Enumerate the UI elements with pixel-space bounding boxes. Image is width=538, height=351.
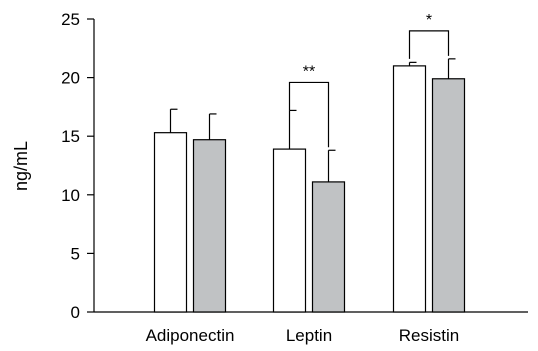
bars <box>153 65 466 313</box>
y-axis-label: ng/mL <box>11 141 31 191</box>
y-tick-label: 25 <box>61 10 80 29</box>
error-bars <box>169 58 456 182</box>
significance-label: * <box>426 12 432 29</box>
y-tick-label: 0 <box>71 303 80 322</box>
significance-bracket <box>408 30 450 59</box>
bar <box>392 65 427 313</box>
bar <box>153 132 188 313</box>
y-tick-label: 10 <box>61 186 80 205</box>
x-category-label: Leptin <box>286 326 332 345</box>
bar <box>192 139 227 313</box>
x-axis: Adiponectin Leptin Resistin <box>94 311 528 345</box>
y-tick-label: 20 <box>61 69 80 88</box>
y-tick-label: 15 <box>61 127 80 146</box>
y-tick-label: 5 <box>71 244 80 263</box>
significance-label: ** <box>303 63 315 80</box>
x-category-label: Adiponectin <box>146 326 235 345</box>
significance-brackets: *** <box>288 12 450 148</box>
significance-bracket <box>288 81 330 148</box>
x-category-label: Resistin <box>399 326 459 345</box>
y-axis: 0 5 10 15 20 25 <box>61 10 95 322</box>
bar <box>311 181 346 313</box>
bar <box>272 148 307 313</box>
bar <box>431 78 466 313</box>
